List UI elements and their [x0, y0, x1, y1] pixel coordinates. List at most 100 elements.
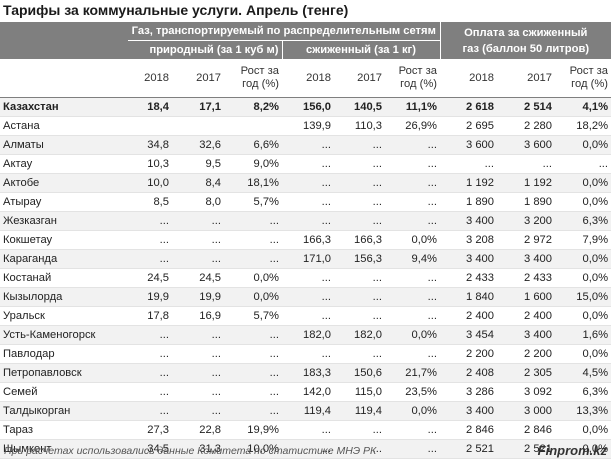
- row-cell-n18: 19,9: [128, 287, 172, 307]
- row-cell-ng: 18,1%: [224, 173, 282, 193]
- row-cell-l17: 115,0: [334, 382, 385, 402]
- row-cell-pg: ...: [555, 154, 611, 174]
- row-cell-p18: 3 454: [440, 325, 497, 345]
- page-title: Тарифы за коммунальные услуги. Апрель (т…: [3, 2, 349, 18]
- row-cell-p18: 3 400: [440, 211, 497, 231]
- row-cell-lg: ...: [385, 211, 440, 231]
- row-cell-lg: 0,0%: [385, 401, 440, 421]
- row-cell-lg: 23,5%: [385, 382, 440, 402]
- row-cell-p18: ...: [440, 154, 497, 174]
- row-cell-p17: 3 400: [497, 325, 555, 345]
- row-cell-pg: 18,2%: [555, 116, 611, 136]
- table-row: Талдыкорган......... 119,4 119,4 0,0% 3 400 3…: [0, 401, 611, 421]
- row-cell-l17: ...: [334, 173, 385, 193]
- col-header-2017: 2017: [172, 59, 224, 98]
- row-city: Алматы: [0, 135, 128, 155]
- row-cell-pg: 13,3%: [555, 401, 611, 421]
- row-cell-l17: ...: [334, 192, 385, 212]
- row-cell-lg: 9,4%: [385, 249, 440, 269]
- row-cell-n18: [128, 116, 172, 136]
- row-cell-l18: 171,0: [282, 249, 334, 269]
- row-cell-p17: 2 400: [497, 306, 555, 326]
- table-row: Атырау 8,5 8,0 5,7%......... 1 890 1 890 0,0%: [0, 192, 611, 212]
- row-cell-l17: 150,6: [334, 363, 385, 383]
- row-cell-ng: 10,0%: [224, 439, 282, 459]
- table-row: Астана 139,9 110,3 26,9% 2 695 2 280 18,2%: [0, 116, 611, 136]
- row-cell-l18: ...: [282, 192, 334, 212]
- row-city: Павлодар: [0, 344, 128, 364]
- row-cell-l18: ...: [282, 439, 334, 459]
- row-cell-ng: ...: [224, 382, 282, 402]
- row-cell-ng: 6,6%: [224, 135, 282, 155]
- row-cell-l17: ...: [334, 420, 385, 440]
- row-cell-lg: ...: [385, 173, 440, 193]
- row-cell-n18: ...: [128, 211, 172, 231]
- row-cell-n17: 17,1: [172, 97, 224, 117]
- row-cell-p17: ...: [497, 154, 555, 174]
- row-cell-ng: ...: [224, 363, 282, 383]
- row-cell-lg: 26,9%: [385, 116, 440, 136]
- row-cell-lg: 21,7%: [385, 363, 440, 383]
- row-cell-lg: ...: [385, 344, 440, 364]
- row-cell-lg: ...: [385, 268, 440, 288]
- row-cell-l17: ...: [334, 211, 385, 231]
- row-cell-l17: ...: [334, 439, 385, 459]
- row-cell-n17: 32,6: [172, 135, 224, 155]
- col-header-2018: 2018: [440, 59, 497, 98]
- row-cell-pg: 0,0%: [555, 439, 611, 459]
- row-city: Караганда: [0, 249, 128, 269]
- row-cell-lg: 0,0%: [385, 230, 440, 250]
- row-cell-pg: 6,3%: [555, 211, 611, 231]
- row-cell-l18: 142,0: [282, 382, 334, 402]
- row-cell-p17: 2 433: [497, 268, 555, 288]
- row-cell-n17: ...: [172, 344, 224, 364]
- row-cell-pg: 7,9%: [555, 230, 611, 250]
- row-cell-l17: ...: [334, 344, 385, 364]
- row-cell-n18: ...: [128, 382, 172, 402]
- row-cell-p17: 1 600: [497, 287, 555, 307]
- row-cell-lg: ...: [385, 192, 440, 212]
- row-cell-n18: ...: [128, 363, 172, 383]
- header-row-groups: Газ, транспортируемый по распределительн…: [0, 22, 611, 59]
- row-cell-ng: ...: [224, 249, 282, 269]
- row-cell-p18: 3 400: [440, 401, 497, 421]
- table-row: Костанай 24,5 24,5 0,0%......... 2 433 2 433 0…: [0, 268, 611, 288]
- row-cell-l18: ...: [282, 268, 334, 288]
- row-cell-ng: 0,0%: [224, 268, 282, 288]
- row-cell-n17: ...: [172, 325, 224, 345]
- brand-logo: Finprom.kz: [537, 443, 607, 458]
- table-row: Павлодар.................. 2 200 2 200 0,0%: [0, 344, 611, 364]
- row-cell-p17: 2 972: [497, 230, 555, 250]
- row-city: Актау: [0, 154, 128, 174]
- row-cell-ng: 5,7%: [224, 192, 282, 212]
- col-header-2017: 2017: [334, 59, 385, 98]
- row-cell-p17: 2 200: [497, 344, 555, 364]
- row-cell-ng: 8,2%: [224, 97, 282, 117]
- row-cell-pg: 0,0%: [555, 420, 611, 440]
- table-row: Жезказган.................. 3 400 3 200 6,3…: [0, 211, 611, 231]
- row-cell-l17: 140,5: [334, 97, 385, 117]
- row-cell-ng: 19,9%: [224, 420, 282, 440]
- row-cell-p18: 2 200: [440, 344, 497, 364]
- row-city: Шымкент: [0, 439, 128, 459]
- row-cell-l17: 166,3: [334, 230, 385, 250]
- row-cell-n18: ...: [128, 344, 172, 364]
- row-city: Талдыкорган: [0, 401, 128, 421]
- row-cell-pg: 1,6%: [555, 325, 611, 345]
- row-cell-l18: ...: [282, 344, 334, 364]
- table-row: Тараз 27,3 22,8 19,9%......... 2 846 2 846 0,0…: [0, 420, 611, 440]
- row-cell-l17: ...: [334, 154, 385, 174]
- row-cell-n17: 31,3: [172, 439, 224, 459]
- row-cell-ng: 0,0%: [224, 287, 282, 307]
- row-cell-p18: 2 521: [440, 439, 497, 459]
- row-cell-p17: 3 000: [497, 401, 555, 421]
- row-cell-l18: ...: [282, 420, 334, 440]
- row-cell-lg: ...: [385, 420, 440, 440]
- header-liquefied-group: сжиженный (за 1 кг): [281, 40, 440, 59]
- row-cell-p17: 1 890: [497, 192, 555, 212]
- row-cell-p18: 3 208: [440, 230, 497, 250]
- row-city: Костанай: [0, 268, 128, 288]
- header-row-subgroups: природный (за 1 куб м) сжиженный (за 1 к…: [0, 40, 611, 59]
- row-cell-lg: ...: [385, 154, 440, 174]
- header-payment-group: Оплата за сжиженный газ (баллон 50 литро…: [439, 22, 611, 59]
